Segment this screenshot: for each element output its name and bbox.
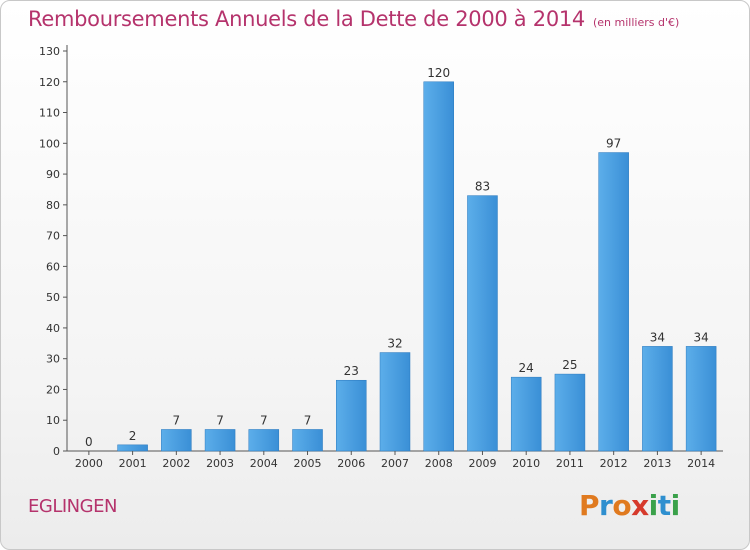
x-tick-label: 2010	[512, 457, 540, 470]
bar	[292, 429, 323, 452]
bar	[642, 346, 673, 452]
y-tick-label: 30	[46, 353, 60, 366]
y-tick-label: 80	[46, 199, 60, 212]
y-tick-label: 60	[46, 260, 60, 273]
proxiti-logo: Proxiti	[579, 489, 680, 522]
bar-value-label: 34	[693, 330, 708, 344]
bar	[204, 429, 236, 452]
x-tick-label: 2009	[468, 457, 496, 470]
bar-value-label: 7	[216, 413, 224, 427]
logo-letter: i	[648, 489, 659, 522]
bar	[379, 352, 411, 452]
x-tick-label: 2002	[162, 457, 190, 470]
y-tick-label: 40	[46, 322, 60, 335]
y-tick-label: 130	[39, 45, 60, 58]
x-tick-label: 2014	[687, 457, 715, 470]
bar-value-label: 7	[260, 413, 268, 427]
x-tick-label: 2011	[556, 457, 584, 470]
bar-value-label: 2	[129, 429, 137, 443]
bar	[685, 346, 717, 452]
x-tick-label: 2004	[250, 457, 278, 470]
chart-title-text: Remboursements Annuels de la Dette de 20…	[28, 7, 585, 31]
logo-letter: x	[631, 489, 649, 522]
x-tick-label: 2008	[425, 457, 453, 470]
logo-letter: t	[657, 489, 671, 522]
x-tick-label: 2000	[75, 457, 103, 470]
bar-value-label: 25	[562, 358, 577, 372]
x-tick-label: 2013	[643, 457, 671, 470]
bar	[598, 152, 629, 452]
chart-title: Remboursements Annuels de la Dette de 20…	[28, 7, 679, 31]
bar	[467, 195, 498, 452]
bar	[336, 379, 367, 452]
x-tick-label: 2006	[337, 457, 365, 470]
chart-unit: (en milliers d'€)	[593, 16, 680, 29]
logo-letter: o	[612, 489, 632, 522]
bar-value-label: 24	[519, 361, 534, 375]
bar-value-label: 23	[344, 364, 359, 378]
x-tick-label: 2012	[600, 457, 628, 470]
y-tick-label: 20	[46, 383, 60, 396]
y-tick-label: 90	[46, 168, 60, 181]
y-tick-label: 50	[46, 291, 60, 304]
commune-name: EGLINGEN	[28, 496, 117, 517]
bar-value-label: 34	[650, 330, 665, 344]
y-tick-label: 120	[39, 76, 60, 89]
logo-letter: i	[670, 489, 681, 522]
y-tick-label: 0	[53, 445, 60, 458]
bar	[423, 81, 454, 452]
bar-value-label: 32	[387, 337, 402, 351]
bar-value-label: 7	[173, 413, 181, 427]
bar-value-label: 83	[475, 180, 490, 194]
bar-value-label: 0	[85, 435, 93, 449]
x-tick-label: 2001	[119, 457, 147, 470]
bar-value-label: 7	[304, 413, 312, 427]
x-tick-label: 2003	[206, 457, 234, 470]
bar	[161, 429, 192, 452]
bar	[554, 373, 586, 452]
x-tick-label: 2007	[381, 457, 409, 470]
y-tick-label: 100	[39, 137, 60, 150]
bar-value-label: 120	[427, 66, 450, 80]
y-tick-label: 10	[46, 414, 60, 427]
bar	[248, 429, 280, 452]
bar	[117, 444, 148, 452]
logo-letter: P	[579, 489, 600, 522]
logo-letter: r	[599, 489, 613, 522]
y-tick-label: 110	[39, 107, 60, 120]
bar	[510, 376, 542, 452]
y-tick-label: 70	[46, 230, 60, 243]
x-tick-label: 2005	[294, 457, 322, 470]
bar-value-label: 97	[606, 137, 621, 151]
